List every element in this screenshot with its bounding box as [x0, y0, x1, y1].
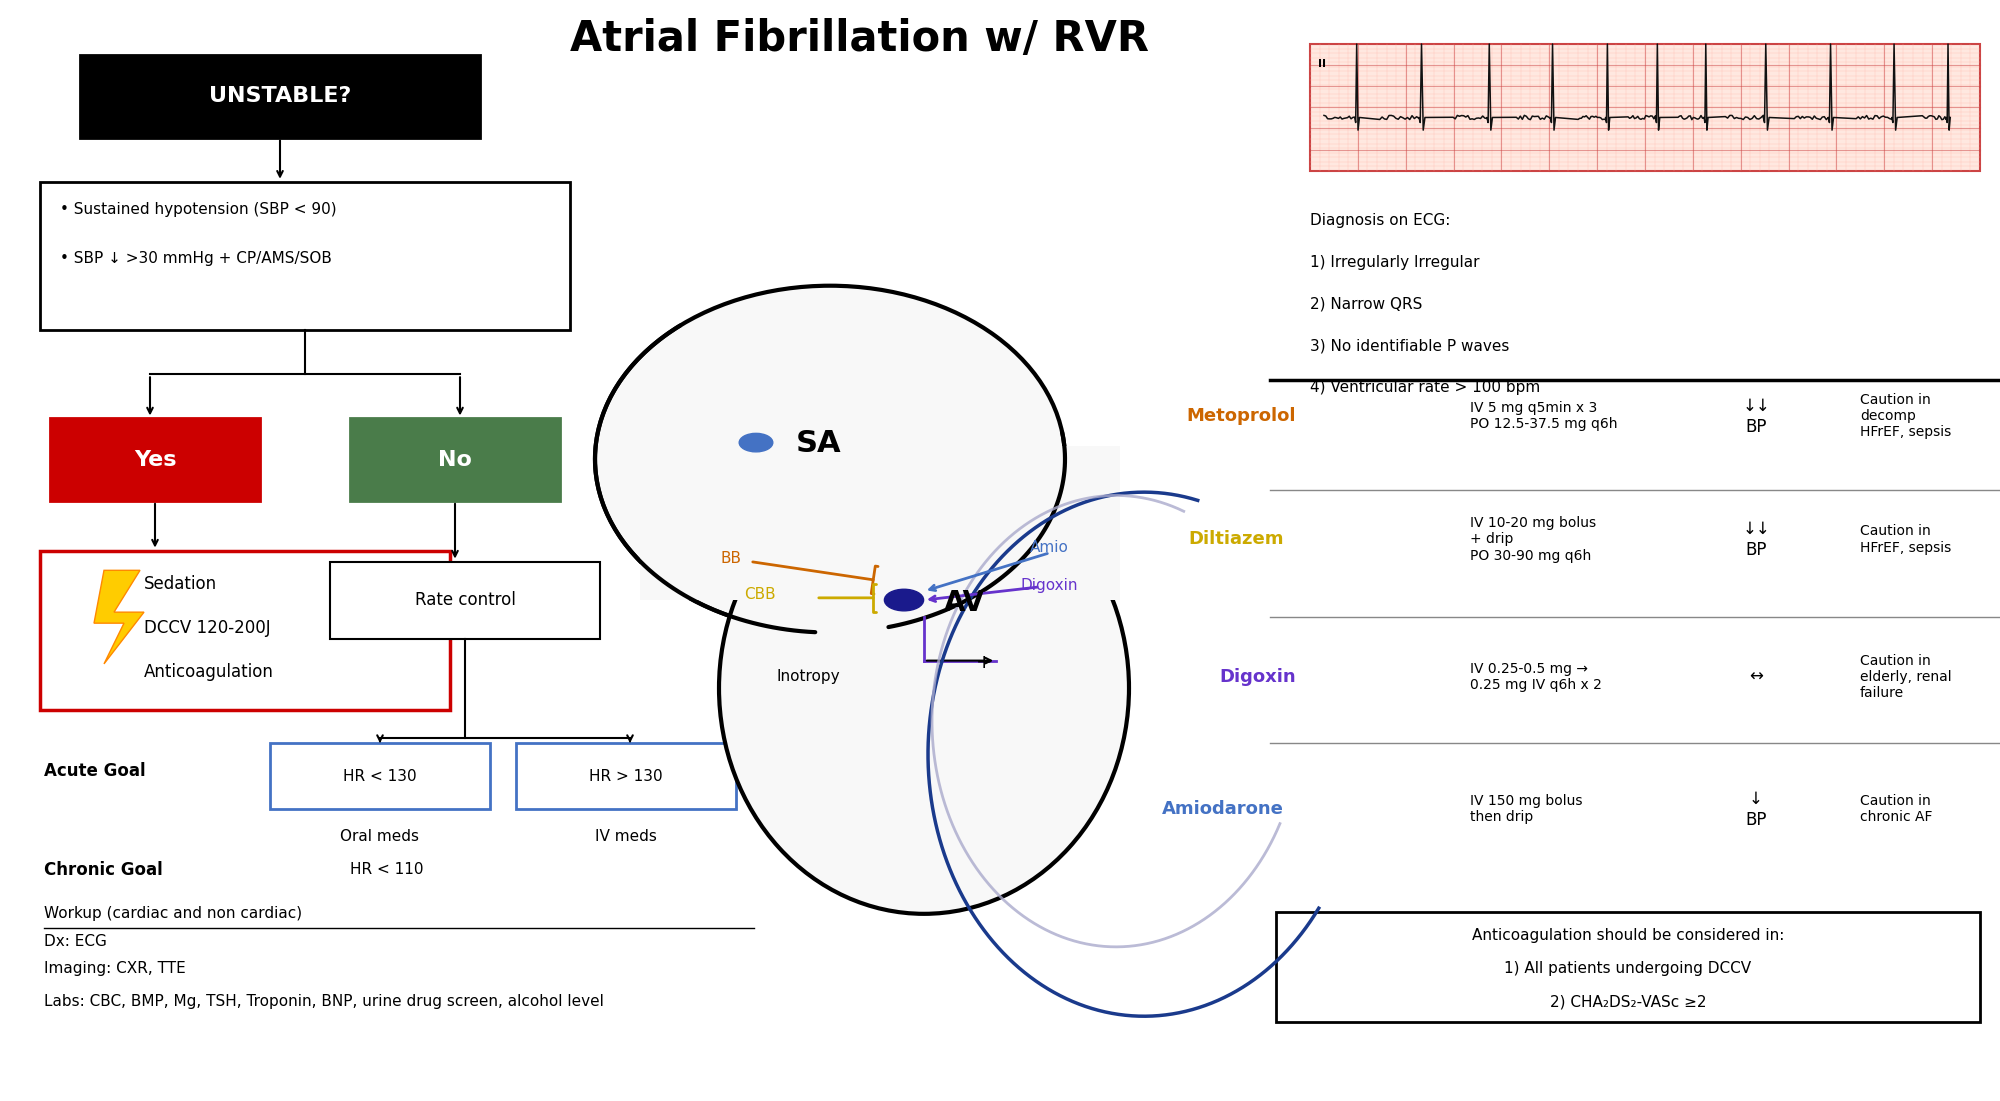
Text: Oral meds: Oral meds	[340, 829, 420, 844]
Text: HR < 110: HR < 110	[350, 862, 424, 877]
Text: Caution in
HFrEF, sepsis: Caution in HFrEF, sepsis	[1860, 524, 1952, 555]
Text: BB: BB	[720, 550, 740, 566]
FancyBboxPatch shape	[516, 743, 736, 809]
Text: 2) CHA₂DS₂-VASc ≥2: 2) CHA₂DS₂-VASc ≥2	[1550, 994, 1706, 1010]
Circle shape	[884, 589, 924, 611]
Text: 1) All patients undergoing DCCV: 1) All patients undergoing DCCV	[1504, 961, 1752, 977]
Text: Imaging: CXR, TTE: Imaging: CXR, TTE	[44, 961, 186, 977]
Text: ↔: ↔	[1750, 668, 1762, 686]
Text: 2) Narrow QRS: 2) Narrow QRS	[1310, 296, 1422, 312]
Text: Workup (cardiac and non cardiac): Workup (cardiac and non cardiac)	[44, 906, 302, 922]
Text: Sedation: Sedation	[144, 575, 218, 592]
Text: 3) No identifiable P waves: 3) No identifiable P waves	[1310, 338, 1510, 353]
Text: Digoxin: Digoxin	[1020, 578, 1078, 593]
Ellipse shape	[596, 285, 1064, 633]
FancyBboxPatch shape	[640, 446, 1120, 600]
Text: IV 0.25-0.5 mg →
0.25 mg IV q6h x 2: IV 0.25-0.5 mg → 0.25 mg IV q6h x 2	[1470, 662, 1602, 693]
Text: No: No	[438, 449, 472, 470]
Text: HR > 130: HR > 130	[590, 768, 662, 784]
Text: SA: SA	[796, 429, 842, 458]
FancyBboxPatch shape	[1276, 912, 1980, 1022]
FancyBboxPatch shape	[50, 418, 260, 501]
Text: Amio: Amio	[1030, 539, 1068, 555]
Text: Amiodarone: Amiodarone	[1162, 800, 1284, 818]
Text: Yes: Yes	[134, 449, 176, 470]
Polygon shape	[94, 570, 144, 664]
Text: DCCV 120-200J: DCCV 120-200J	[144, 619, 270, 636]
Text: IV 10-20 mg bolus
+ drip
PO 30-90 mg q6h: IV 10-20 mg bolus + drip PO 30-90 mg q6h	[1470, 516, 1596, 563]
Text: • Sustained hypotension (SBP < 90): • Sustained hypotension (SBP < 90)	[60, 201, 336, 217]
Text: Diltiazem: Diltiazem	[1188, 531, 1284, 548]
Text: Caution in
chronic AF: Caution in chronic AF	[1860, 794, 1932, 825]
FancyBboxPatch shape	[1310, 44, 1980, 171]
FancyBboxPatch shape	[40, 550, 450, 710]
Text: Anticoagulation: Anticoagulation	[144, 663, 274, 680]
Text: ↓
BP: ↓ BP	[1746, 789, 1766, 829]
Text: Dx: ECG: Dx: ECG	[44, 934, 106, 949]
FancyBboxPatch shape	[330, 562, 600, 639]
Text: 1) Irregularly Irregular: 1) Irregularly Irregular	[1310, 254, 1480, 270]
Text: IV meds: IV meds	[596, 829, 656, 844]
Text: II: II	[1318, 58, 1326, 69]
Text: Anticoagulation should be considered in:: Anticoagulation should be considered in:	[1472, 928, 1784, 944]
Circle shape	[740, 434, 772, 451]
Text: IV 150 mg bolus
then drip: IV 150 mg bolus then drip	[1470, 794, 1582, 825]
Text: Diagnosis on ECG:: Diagnosis on ECG:	[1310, 212, 1450, 228]
Text: IV 5 mg q5min x 3
PO 12.5-37.5 mg q6h: IV 5 mg q5min x 3 PO 12.5-37.5 mg q6h	[1470, 401, 1618, 432]
Text: • SBP ↓ >30 mmHg + CP/AMS/SOB: • SBP ↓ >30 mmHg + CP/AMS/SOB	[60, 251, 332, 266]
Text: +: +	[976, 653, 992, 673]
Text: 4) Ventricular rate > 100 bpm: 4) Ventricular rate > 100 bpm	[1310, 380, 1540, 395]
Text: Atrial Fibrillation w/ RVR: Atrial Fibrillation w/ RVR	[570, 18, 1150, 59]
Text: ↓↓
BP: ↓↓ BP	[1742, 396, 1770, 436]
Text: Caution in
decomp
HFrEF, sepsis: Caution in decomp HFrEF, sepsis	[1860, 393, 1952, 439]
Text: AV: AV	[944, 589, 986, 618]
FancyBboxPatch shape	[80, 55, 480, 138]
FancyBboxPatch shape	[350, 418, 560, 501]
Text: Metoprolol: Metoprolol	[1186, 407, 1296, 425]
Text: Digoxin: Digoxin	[1220, 668, 1296, 686]
Text: Caution in
elderly, renal
failure: Caution in elderly, renal failure	[1860, 654, 1952, 700]
Text: ↓↓
BP: ↓↓ BP	[1742, 520, 1770, 559]
Text: HR < 130: HR < 130	[344, 768, 416, 784]
Text: Acute Goal: Acute Goal	[44, 762, 146, 780]
Text: Chronic Goal: Chronic Goal	[44, 861, 162, 879]
Ellipse shape	[720, 462, 1128, 914]
FancyBboxPatch shape	[40, 182, 570, 330]
Text: Inotropy: Inotropy	[776, 668, 840, 684]
Text: UNSTABLE?: UNSTABLE?	[208, 86, 352, 107]
FancyBboxPatch shape	[270, 743, 490, 809]
Text: Rate control: Rate control	[414, 591, 516, 609]
Text: Labs: CBC, BMP, Mg, TSH, Troponin, BNP, urine drug screen, alcohol level: Labs: CBC, BMP, Mg, TSH, Troponin, BNP, …	[44, 994, 604, 1010]
Text: CBB: CBB	[744, 587, 776, 602]
